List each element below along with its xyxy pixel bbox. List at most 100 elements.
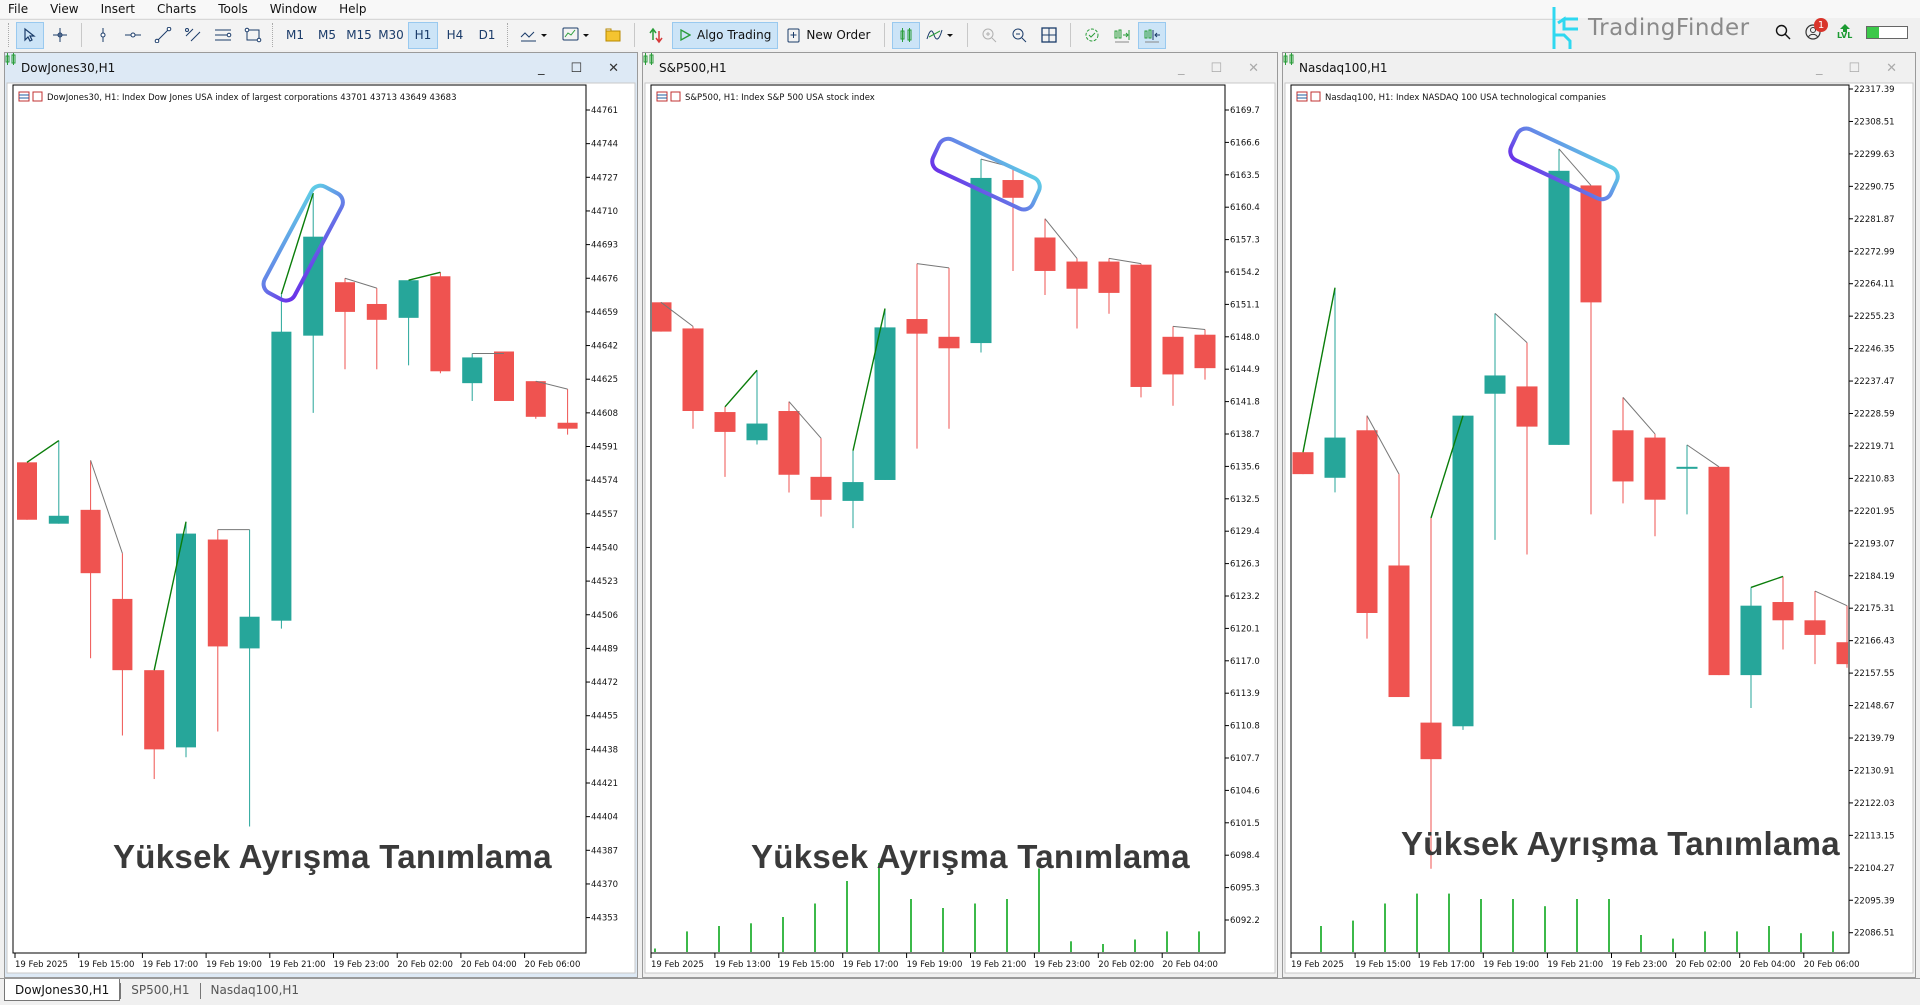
window-titlebar[interactable]: Nasdaq100,H1 _ ☐ ✕ — [1283, 53, 1915, 83]
timeframe-h4[interactable]: H4 — [446, 28, 464, 42]
chart-tab[interactable]: DowJones30,H1 — [4, 979, 121, 1001]
menu-bar: File View Insert Charts Tools Window Help — [0, 0, 1920, 18]
trendline-button[interactable] — [149, 22, 177, 49]
timeframe-m30[interactable]: M30 — [378, 28, 404, 42]
close-icon[interactable]: ✕ — [608, 60, 619, 76]
menu-file[interactable]: File — [8, 2, 29, 16]
menu-view[interactable]: View — [50, 2, 79, 16]
svg-text:44472: 44472 — [591, 678, 618, 688]
chart-canvas[interactable]: DowJones30, H1: Index Dow Jones USA inde… — [5, 53, 639, 979]
time-axis[interactable]: 19 Feb 2025 19 Feb 13:00 19 Feb 15:00 19 Fe… — [650, 953, 1218, 970]
account-button[interactable]: 1 — [1805, 18, 1828, 40]
svg-text:6129.4: 6129.4 — [1230, 527, 1260, 537]
chart-window-dowjones[interactable]: DowJones30,H1 _ ☐ ✕ DowJones30, H1: Index … — [4, 52, 638, 978]
svg-text:19 Feb 15:00: 19 Feb 15:00 — [779, 960, 835, 970]
vertical-line-button[interactable] — [89, 22, 117, 49]
crosshair-button[interactable] — [46, 22, 74, 49]
svg-text:6148.0: 6148.0 — [1230, 333, 1260, 343]
svg-text:19 Feb 21:00: 19 Feb 21:00 — [270, 960, 326, 970]
tile-windows-button[interactable] — [1035, 22, 1063, 49]
chart-tab[interactable]: Nasdaq100,H1 — [210, 983, 300, 997]
horizontal-line-button[interactable] — [119, 22, 147, 49]
zoom-out-button[interactable] — [1005, 22, 1033, 49]
watermark-text: Yüksek Ayrışma Tanımlama — [1401, 825, 1840, 862]
maximize-icon[interactable]: ☐ — [570, 60, 583, 76]
svg-text:44625: 44625 — [591, 375, 618, 385]
candlestick-chart-button[interactable] — [892, 21, 921, 49]
menu-help[interactable]: Help — [339, 2, 367, 16]
fibonacci-button[interactable] — [209, 22, 237, 49]
svg-text:19 Feb 17:00: 19 Feb 17:00 — [1419, 960, 1475, 970]
svg-text:6123.2: 6123.2 — [1230, 592, 1260, 602]
toolbar-grip[interactable] — [8, 23, 11, 47]
svg-text:22157.55: 22157.55 — [1854, 669, 1895, 679]
candle — [303, 236, 324, 336]
maximize-icon[interactable]: ☐ — [1210, 60, 1223, 76]
chart-canvas[interactable]: Nasdaq100, H1: Index NASDAQ 100 USA tech… — [1283, 53, 1917, 979]
chart-type-dropdown[interactable] — [515, 22, 555, 49]
svg-text:44455: 44455 — [591, 712, 618, 722]
chart-shift-button[interactable] — [1108, 22, 1136, 49]
minimize-icon[interactable]: _ — [1177, 60, 1185, 76]
timeframe-d1[interactable]: D1 — [478, 28, 496, 42]
chart-canvas[interactable]: S&P500, H1: Index S&P 500 USA stock inde… — [643, 53, 1279, 979]
chart-tab[interactable]: SP500,H1 — [131, 983, 190, 997]
window-titlebar[interactable]: DowJones30,H1 _ ☐ ✕ — [5, 53, 637, 83]
svg-text:44506: 44506 — [591, 611, 618, 621]
close-icon[interactable]: ✕ — [1886, 60, 1897, 76]
cursor-tool-button[interactable] — [16, 21, 44, 49]
timeframe-m15[interactable]: M15 — [346, 28, 372, 42]
svg-text:22264.11: 22264.11 — [1854, 280, 1895, 290]
shapes-button[interactable] — [239, 22, 267, 49]
maximize-icon[interactable]: ☐ — [1848, 60, 1861, 76]
minimize-icon[interactable]: _ — [537, 60, 545, 76]
candle — [970, 177, 992, 344]
close-icon[interactable]: ✕ — [1248, 60, 1259, 76]
watermark-text: Yüksek Ayrışma Tanımlama — [113, 838, 552, 875]
svg-text:44727: 44727 — [591, 173, 618, 183]
candle — [112, 598, 133, 671]
svg-text:22184.19: 22184.19 — [1854, 572, 1895, 582]
indicator-list-dropdown[interactable] — [922, 22, 960, 49]
auto-scroll-settings-button[interactable] — [1078, 22, 1106, 49]
menu-window[interactable]: Window — [269, 2, 318, 16]
chart-window-nasdaq[interactable]: Nasdaq100,H1 _ ☐ ✕ Nasdaq100, H1: Index NA… — [1282, 52, 1916, 978]
candle — [778, 411, 800, 475]
menu-tools[interactable]: Tools — [218, 2, 248, 16]
timeframe-h1[interactable]: H1 — [408, 21, 438, 49]
one-click-trading-button[interactable] — [642, 22, 670, 49]
svg-text:22228.59: 22228.59 — [1854, 410, 1895, 420]
new-order-label: New Order — [806, 28, 871, 42]
time-axis[interactable]: 19 Feb 2025 19 Feb 15:00 19 Feb 17:00 19 Fe… — [14, 953, 580, 970]
algo-trading-button[interactable]: Algo Trading — [672, 21, 779, 49]
time-axis[interactable]: 19 Feb 2025 19 Feb 15:00 19 Feb 17:00 19 Fe… — [1290, 953, 1860, 970]
candle — [1580, 185, 1602, 303]
new-order-button[interactable]: New Order — [780, 22, 877, 49]
price-axis[interactable]: 22317.39 22308.51 22299.63 22290.75 22281.87… — [1849, 85, 1895, 939]
chart-info-line: Nasdaq100, H1: Index NASDAQ 100 USA tech… — [1296, 91, 1607, 103]
auto-scroll-button[interactable] — [1138, 21, 1167, 49]
candle — [80, 509, 101, 574]
zoom-in-button[interactable] — [975, 22, 1003, 49]
price-axis[interactable]: 6169.7 6166.6 6163.5 6160.4 6157.3 6154.2 6151… — [1225, 106, 1260, 926]
svg-text:44710: 44710 — [591, 207, 618, 217]
minimize-icon[interactable]: _ — [1815, 60, 1823, 76]
window-titlebar[interactable]: S&P500,H1 _ ☐ ✕ — [643, 53, 1277, 83]
indicators-icon — [562, 27, 589, 41]
indicators-dropdown[interactable] — [557, 22, 597, 49]
price-axis[interactable]: 44761 44744 44727 44710 44693 44676 44659 44642… — [586, 106, 618, 924]
svg-text:44421: 44421 — [591, 779, 618, 789]
buy-sell-arrows-icon — [649, 27, 663, 44]
chart-tabs: DowJones30,H1 SP500,H1 Nasdaq100,H1 — [0, 978, 1920, 1005]
timeframe-m1[interactable]: M1 — [286, 28, 304, 42]
timeframe-m5[interactable]: M5 — [318, 28, 336, 42]
search-icon[interactable] — [1775, 24, 1791, 40]
menu-insert[interactable]: Insert — [100, 2, 135, 16]
svg-text:19 Feb 23:00: 19 Feb 23:00 — [1034, 960, 1090, 970]
candle — [1804, 620, 1826, 635]
chart-window-sp500[interactable]: S&P500,H1 _ ☐ ✕ S&P500, H1: Index S&P 500 … — [642, 52, 1278, 978]
candle — [176, 533, 196, 748]
channel-button[interactable] — [179, 22, 207, 49]
templates-button[interactable] — [599, 22, 627, 49]
menu-charts[interactable]: Charts — [157, 2, 197, 16]
